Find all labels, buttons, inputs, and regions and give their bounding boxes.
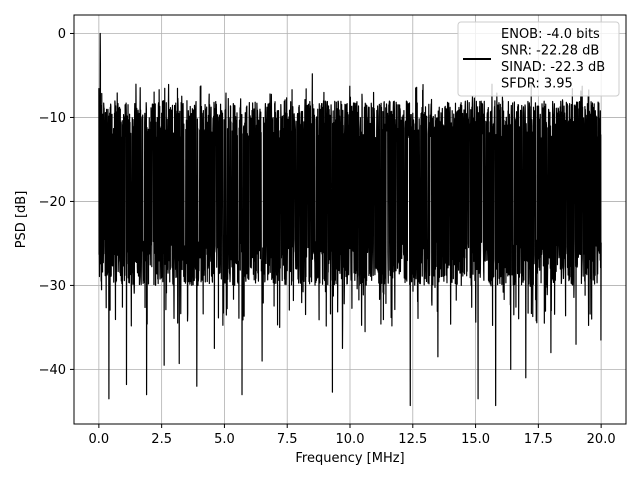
x-tick-label: 20.0	[587, 432, 616, 447]
y-axis-label: PSD [dB]	[14, 191, 29, 249]
x-tick-label: 17.5	[524, 432, 553, 447]
y-tick-label: −10	[39, 111, 66, 126]
legend-entry-sfdr: SFDR: 3.95	[501, 77, 573, 92]
y-tick-label: −30	[39, 279, 66, 294]
x-axis-label: Frequency [MHz]	[295, 451, 404, 466]
x-tick-label: 15.0	[461, 432, 490, 447]
x-tick-label: 10.0	[336, 432, 365, 447]
x-tick-label: 12.5	[398, 432, 427, 447]
plot-area	[98, 32, 602, 407]
legend-entry-snr: SNR: -22.28 dB	[501, 44, 599, 59]
y-tick-label: 0	[58, 27, 66, 42]
legend-entry-sinad: SINAD: -22.3 dB	[501, 60, 605, 75]
legend-box	[457, 21, 620, 97]
legend: ENOB: -4.0 bits SNR: -22.28 dB SINAD: -2…	[457, 21, 620, 97]
x-tick-label: 5.0	[214, 432, 235, 447]
psd-series-line	[98, 32, 602, 407]
x-tick-label: 0.0	[89, 432, 110, 447]
y-tick-label: −40	[39, 363, 66, 378]
legend-entry-enob: ENOB: -4.0 bits	[501, 27, 600, 42]
y-tick-label: −20	[39, 195, 66, 210]
x-axis-ticks: 0.0 2.5 5.0 7.5 10.0 12.5 15.0 17.5 20.0	[89, 424, 616, 447]
x-tick-label: 2.5	[151, 432, 172, 447]
x-tick-label: 7.5	[277, 432, 298, 447]
y-axis-ticks: 0 −10 −20 −30 −40	[39, 27, 74, 378]
